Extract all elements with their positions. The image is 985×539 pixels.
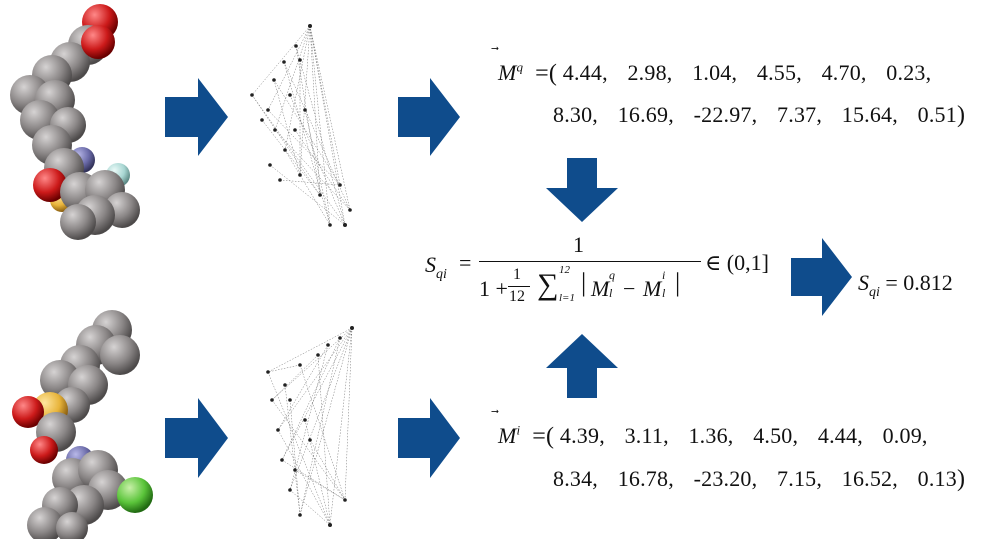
- arrow-right-top-2: [398, 78, 460, 156]
- vector-q-value: 4.70,: [821, 60, 867, 86]
- network-graph-bottom: [267, 327, 353, 526]
- network-graph-top: [251, 25, 351, 226]
- vector-i-row1: ⃗ Mi =( 4.39, 3.11, 1.36, 4.50, 4.44, 0.…: [498, 409, 928, 450]
- vector-i-row2: 8.34, 16.78, -23.20, 7.15, 16.52, 0.13): [553, 466, 966, 492]
- vector-q-value: 1.04,: [692, 60, 738, 86]
- vector-q-value: 16.69,: [617, 102, 674, 127]
- vector-q-value: 8.30,: [553, 102, 598, 127]
- formula-range: ∈ (0,1]: [705, 250, 769, 275]
- vector-q-symbol: ⃗ Mq: [498, 46, 524, 86]
- network-nodes-top: [250, 24, 352, 227]
- arrow-right-top-1: [165, 78, 228, 156]
- arrow-up: [546, 334, 618, 398]
- vector-q-row1: ⃗ Mq =( 4.44, 2.98, 1.04, 4.55, 4.70, 0.…: [498, 46, 932, 87]
- network-nodes-bottom: [266, 326, 354, 527]
- vector-q-value: 7.37,: [777, 102, 823, 127]
- vector-q-value: 0.23,: [886, 60, 932, 86]
- vector-q-value: 4.55,: [756, 60, 802, 86]
- arrow-down: [546, 158, 618, 222]
- vector-q-value: 15.64,: [841, 102, 898, 127]
- vector-i-value: 4.44,: [817, 423, 863, 449]
- vector-i-value: 7.15,: [777, 466, 823, 491]
- molecule-top: [10, 4, 140, 240]
- vector-i-value: 0.09,: [882, 423, 928, 449]
- vector-q-value: 2.98,: [627, 60, 673, 86]
- similarity-formula: Sqi = 1 1 + 1 12 ∑ 12 l=1 | M q l − M i …: [425, 232, 769, 305]
- vector-i-value: 8.34,: [553, 466, 598, 491]
- vector-q-value: 0.51: [917, 102, 957, 127]
- vector-i-value: -23.20,: [693, 466, 758, 491]
- vector-i-symbol: ⃗ Mi: [498, 409, 521, 449]
- vector-i-value: 4.50,: [753, 423, 799, 449]
- formula-lhs: Sqi: [425, 252, 447, 282]
- arrow-right-bottom-2: [398, 398, 460, 478]
- similarity-result: Sqi = 0.812: [858, 270, 953, 300]
- arrow-right-result: [791, 238, 852, 316]
- vector-i-value: 16.78,: [617, 466, 674, 491]
- vector-q-value: -22.97,: [693, 102, 758, 127]
- vector-q-row2: 8.30, 16.69, -22.97, 7.37, 15.64, 0.51): [553, 102, 966, 128]
- molecule-bottom: [12, 310, 153, 539]
- formula-numerator: 1: [573, 232, 584, 257]
- sum-icon: ∑: [537, 268, 559, 301]
- vector-i-value: 1.36,: [688, 423, 734, 449]
- vector-i-value: 16.52,: [841, 466, 898, 491]
- vector-q-value: 4.44,: [562, 60, 608, 86]
- vector-i-value: 4.39,: [559, 423, 605, 449]
- arrow-right-bottom-1: [165, 398, 228, 478]
- fraction-bar: [479, 261, 701, 262]
- vector-i-value: 0.13: [917, 466, 957, 491]
- vector-i-value: 3.11,: [624, 423, 669, 449]
